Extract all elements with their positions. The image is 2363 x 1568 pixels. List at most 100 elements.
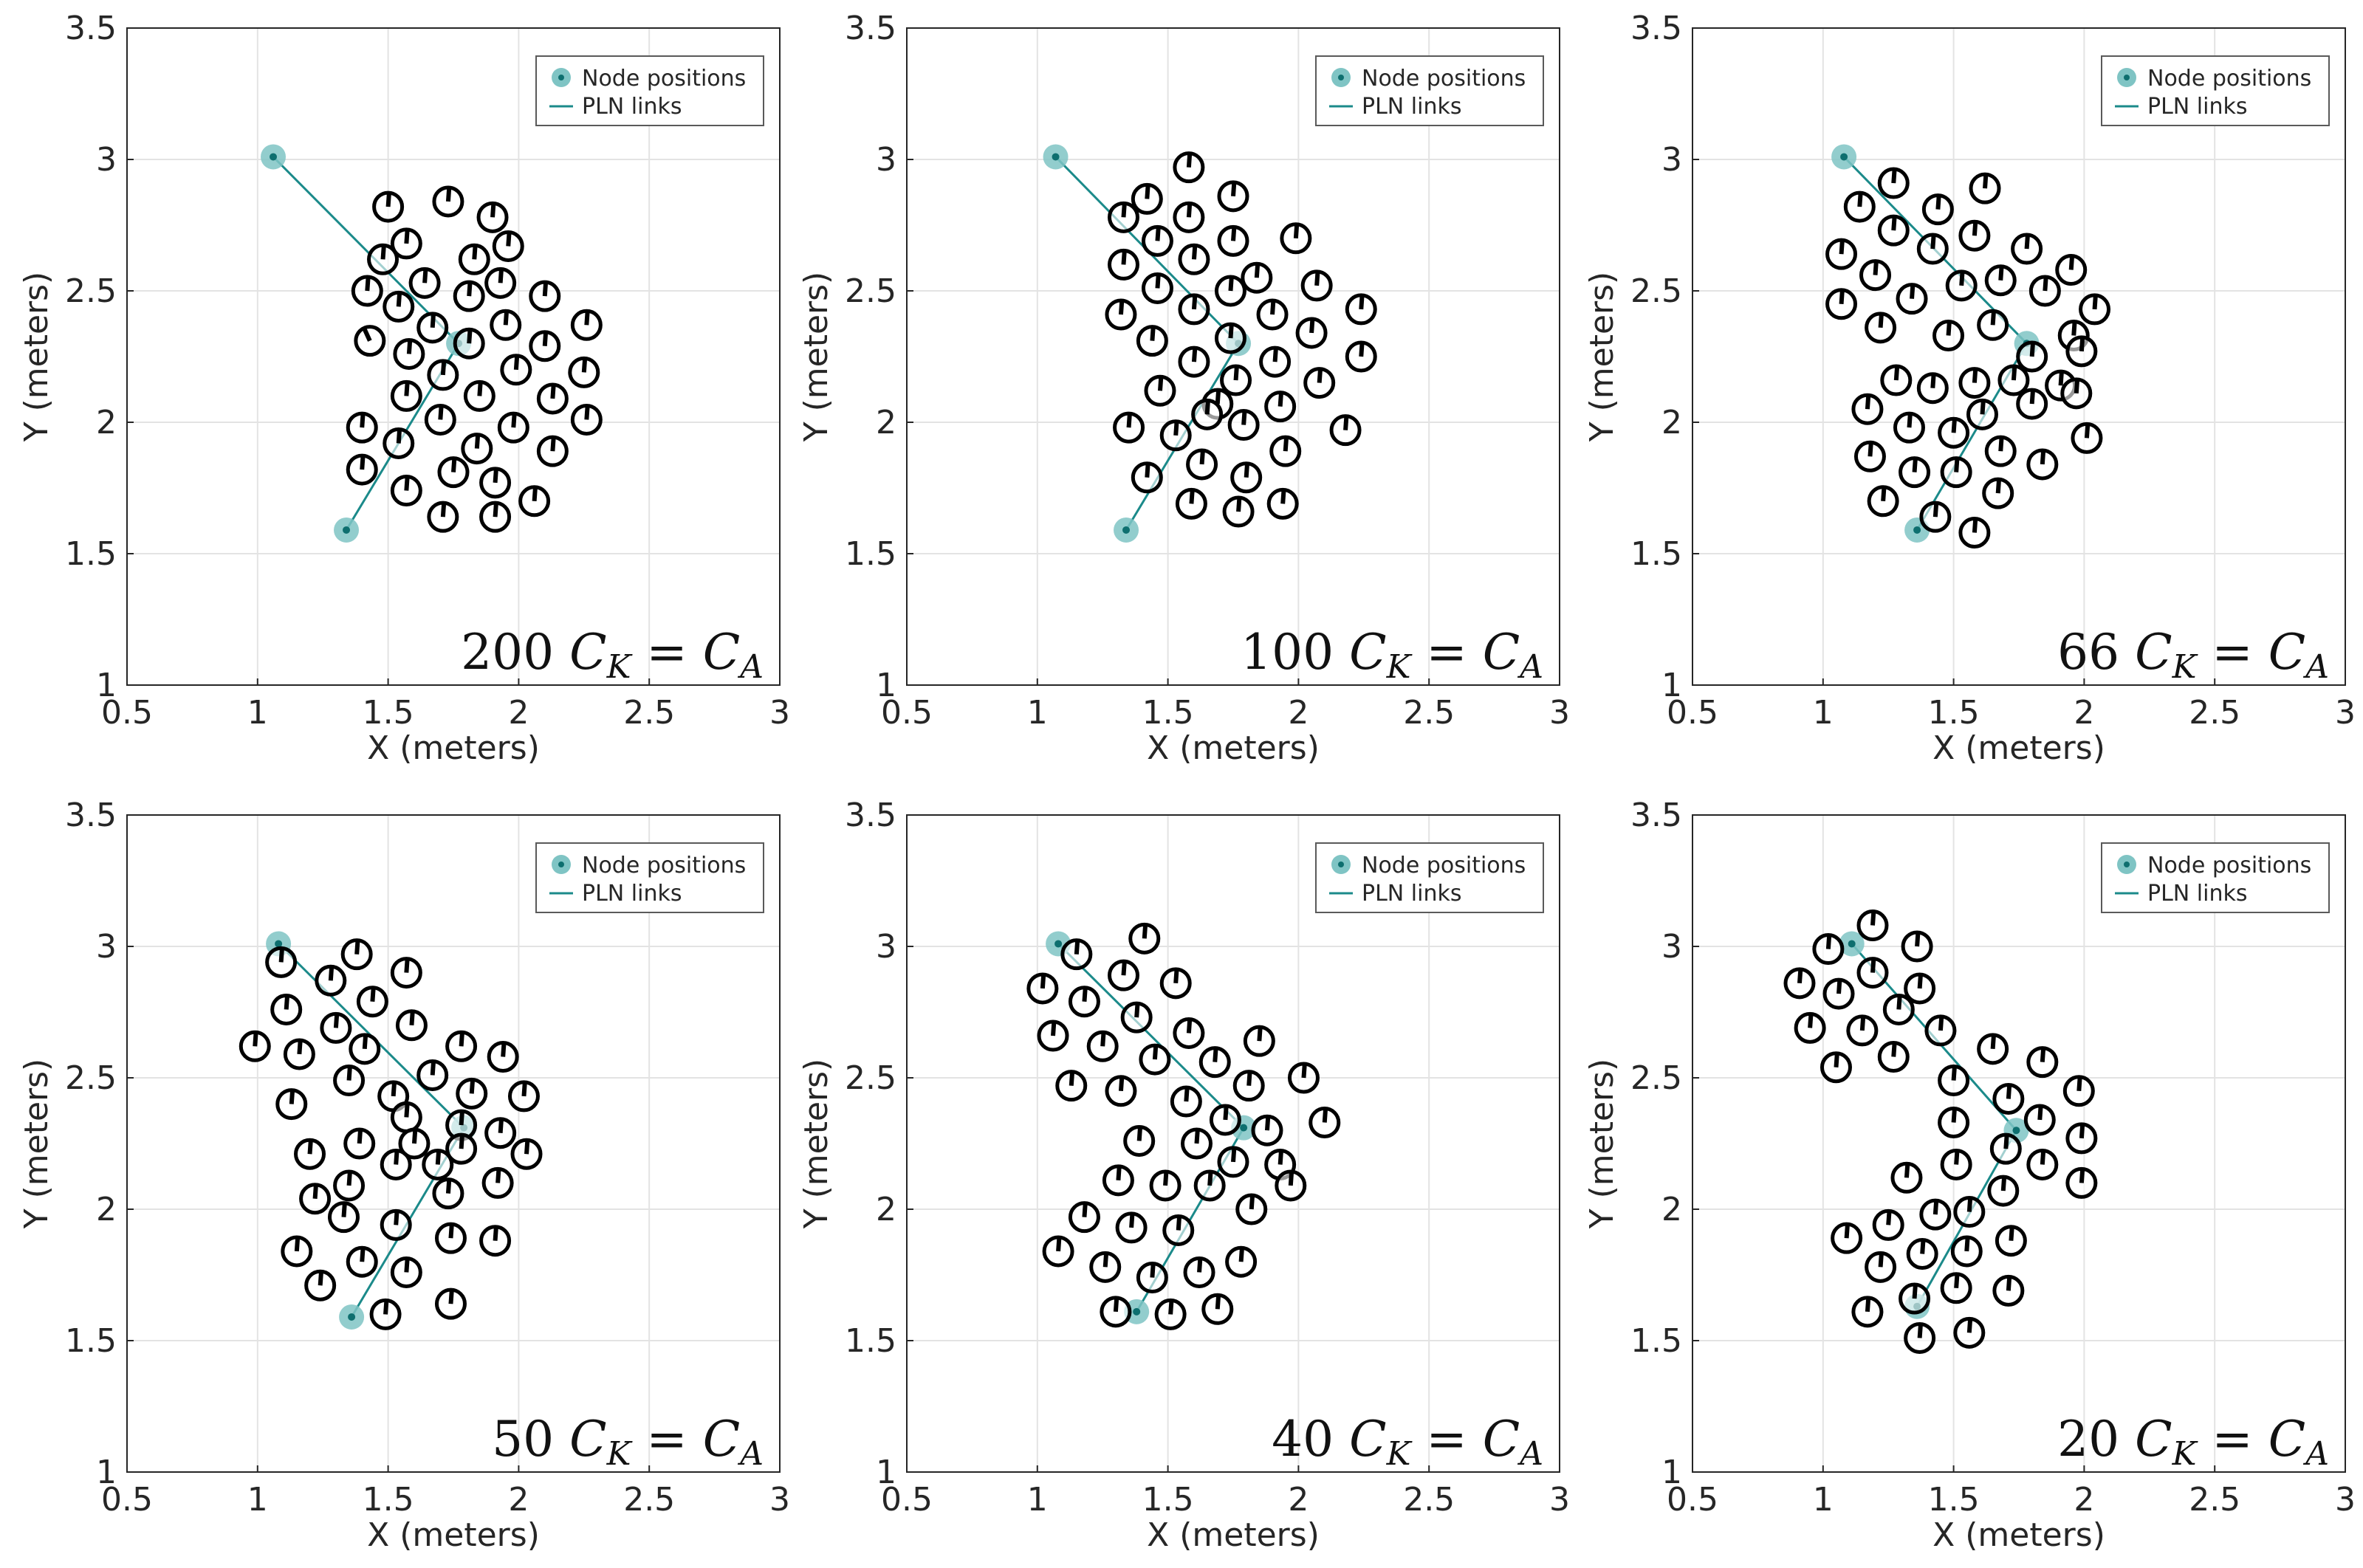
robot-heading bbox=[1891, 217, 1897, 231]
robot-heading bbox=[1163, 1172, 1169, 1186]
robot-heading bbox=[1121, 962, 1127, 976]
annotation-rel: = bbox=[2196, 624, 2268, 681]
robot-heading bbox=[1157, 378, 1164, 391]
annotation-lhs-sub: K bbox=[2172, 1435, 2198, 1473]
x-tick-label: 2 bbox=[1288, 1481, 1309, 1519]
robot-heading bbox=[404, 230, 410, 244]
robot-heading bbox=[493, 503, 498, 517]
robot-heading bbox=[1168, 1301, 1174, 1315]
y-axis-label: Y (meters) bbox=[798, 1059, 835, 1229]
annotation-coef: 200 bbox=[461, 624, 569, 681]
x-axis-label: X (meters) bbox=[367, 1516, 540, 1554]
y-tick-label: 2 bbox=[96, 1191, 117, 1228]
robot-heading bbox=[1998, 267, 2004, 281]
robot-heading bbox=[1857, 193, 1863, 207]
robot-heading bbox=[511, 414, 517, 428]
axes-box bbox=[906, 814, 1560, 1473]
y-tick-label: 1.5 bbox=[845, 535, 896, 573]
annotation-coef: 100 bbox=[1241, 624, 1349, 681]
x-tick-label: 1 bbox=[1813, 1481, 1834, 1519]
y-tick-label: 2 bbox=[96, 404, 117, 441]
robot-heading bbox=[584, 407, 590, 420]
robot-heading bbox=[493, 470, 498, 484]
y-tick-label: 1.5 bbox=[845, 1322, 896, 1360]
robot-heading bbox=[1236, 498, 1242, 512]
annotation-lhs: C bbox=[1349, 1411, 1387, 1468]
robot-heading bbox=[1891, 1044, 1897, 1057]
node-position-center bbox=[1133, 1307, 1141, 1316]
robot-heading bbox=[2029, 391, 2035, 405]
x-tick-label: 3 bbox=[2335, 1481, 2356, 1519]
legend-node-label: Node positions bbox=[1362, 66, 1526, 92]
legend-node-label: Node positions bbox=[2147, 853, 2311, 878]
robot-heading bbox=[1359, 343, 1365, 357]
robot-heading bbox=[1118, 1078, 1125, 1092]
robot-heading bbox=[1155, 228, 1161, 241]
axes-box bbox=[126, 814, 781, 1473]
robot-heading bbox=[2084, 425, 2091, 439]
robot-heading bbox=[1186, 204, 1193, 218]
x-tick-label: 2.5 bbox=[1403, 1481, 1455, 1519]
robot-heading bbox=[1910, 286, 1916, 299]
x-tick-label: 0.5 bbox=[881, 1481, 933, 1519]
x-tick-label: 1 bbox=[247, 694, 268, 732]
annotation-coef: 20 bbox=[2057, 1411, 2135, 1468]
robot-heading bbox=[394, 1152, 399, 1165]
robot-heading bbox=[493, 1228, 498, 1241]
node-position-center bbox=[270, 153, 278, 161]
y-tick-label: 3.5 bbox=[845, 10, 896, 47]
robot-heading bbox=[2074, 380, 2079, 394]
x-axis-label: X (meters) bbox=[1147, 729, 1320, 767]
robot-heading bbox=[1191, 348, 1198, 362]
robot-heading bbox=[1186, 154, 1193, 168]
robot-heading bbox=[1343, 417, 1349, 430]
y-tick-label: 1 bbox=[96, 667, 117, 704]
annotation-lhs-sub: K bbox=[1386, 1435, 1413, 1473]
node-position-center bbox=[1054, 940, 1063, 948]
pln-link bbox=[272, 156, 460, 345]
y-tick-label: 2 bbox=[876, 1191, 896, 1228]
robot-heading bbox=[435, 1152, 441, 1165]
y-tick-label: 3 bbox=[96, 928, 117, 966]
robot-heading bbox=[1932, 1201, 1939, 1215]
x-tick-label: 3 bbox=[1549, 1481, 1570, 1519]
robot-heading bbox=[1121, 204, 1127, 218]
x-tick-label: 1.5 bbox=[1142, 1481, 1194, 1519]
x-tick-label: 3 bbox=[769, 694, 790, 732]
chart-panel-5: 0.5 1 1.5 2 2.5 311.522.533.5X (meters)Y (met… bbox=[798, 797, 1570, 1554]
robot-heading bbox=[1954, 1152, 1960, 1165]
robot-heading bbox=[365, 278, 371, 292]
annotation-rhs: C bbox=[2268, 1411, 2306, 1468]
robot-heading bbox=[1082, 988, 1088, 1002]
legend-node-marker-center bbox=[558, 75, 564, 80]
annotation-coef: 50 bbox=[492, 1411, 569, 1468]
x-tick-label: 0.5 bbox=[1667, 1481, 1718, 1519]
y-tick-label: 3.5 bbox=[65, 797, 117, 834]
robot-heading bbox=[1951, 420, 1957, 433]
robot-heading bbox=[2068, 257, 2074, 270]
robot-heading bbox=[1932, 503, 1939, 517]
robot-heading bbox=[1270, 301, 1276, 315]
robot-heading bbox=[318, 1273, 323, 1286]
gain-ratio-annotation: 40 CK = CA bbox=[1272, 1411, 1543, 1473]
robot-heading bbox=[1859, 1017, 1866, 1031]
robot-heading bbox=[362, 1036, 368, 1050]
robot-heading bbox=[1915, 933, 1921, 947]
robot-heading bbox=[297, 1041, 303, 1055]
robot-heading bbox=[1293, 225, 1300, 239]
robot-heading bbox=[1907, 414, 1913, 428]
robot-heading bbox=[1309, 320, 1315, 334]
y-tick-label: 1.5 bbox=[1630, 535, 1682, 573]
robot-heading bbox=[2092, 296, 2098, 310]
robot-heading bbox=[404, 1259, 410, 1273]
annotation-lhs-sub: K bbox=[2172, 648, 2198, 686]
robot-heading bbox=[1881, 488, 1887, 502]
robot-heading bbox=[1990, 312, 1996, 326]
robot-heading bbox=[1966, 1320, 1973, 1333]
y-axis-label: Y (meters) bbox=[1583, 1059, 1621, 1229]
robot-heading bbox=[1808, 1015, 1814, 1028]
gain-ratio-annotation: 200 CK = CA bbox=[461, 624, 764, 686]
robot-heading bbox=[1825, 936, 1832, 949]
robot-heading bbox=[360, 1249, 366, 1262]
